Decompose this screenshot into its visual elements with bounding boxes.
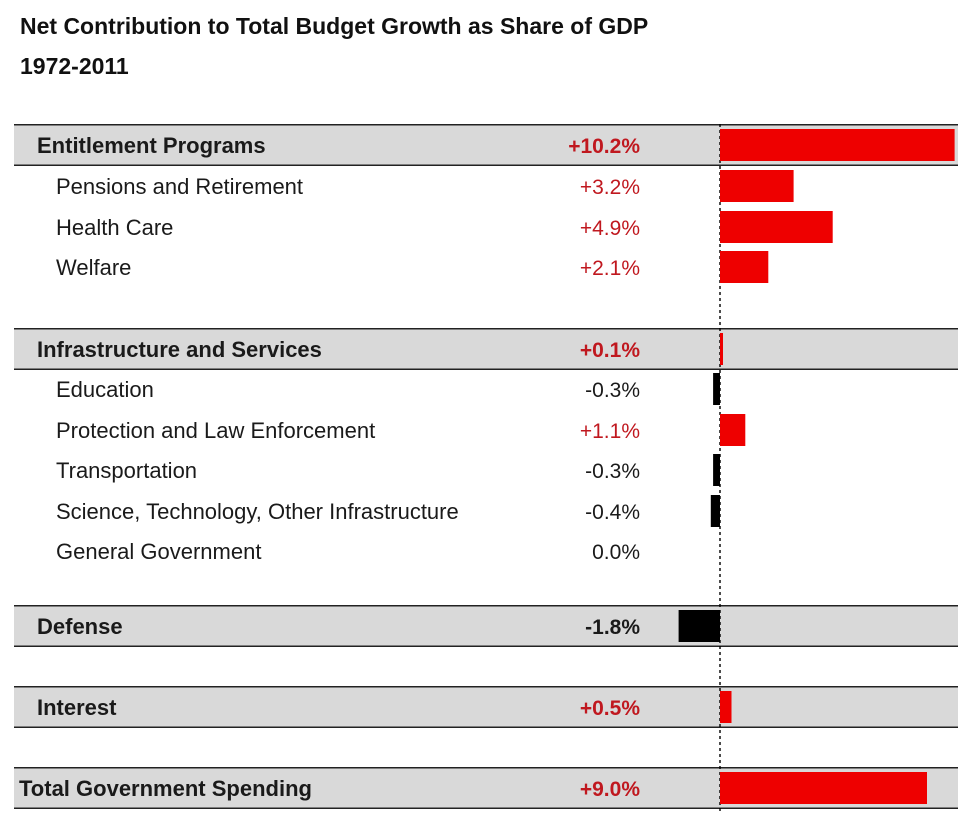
chart-title: Net Contribution to Total Budget Growth … <box>20 6 940 86</box>
row-value-label: +1.1% <box>580 420 640 443</box>
row-value-label: -0.4% <box>585 501 640 524</box>
bar <box>720 414 746 446</box>
bar <box>720 129 955 161</box>
row-label: Defense <box>37 614 123 639</box>
chart-title-line-2: 1972-2011 <box>20 53 129 79</box>
row-value-label: -0.3% <box>585 379 640 402</box>
row-label: Welfare <box>56 255 131 280</box>
row-label: Health Care <box>56 215 173 240</box>
row-value-label: +9.0% <box>580 778 640 801</box>
row-label: General Government <box>56 539 261 564</box>
row-value-label: +0.1% <box>580 339 640 362</box>
bar <box>720 691 732 723</box>
row-label: Interest <box>37 695 117 720</box>
bar <box>720 211 833 243</box>
bar <box>678 610 720 642</box>
row-label: Science, Technology, Other Infrastructur… <box>56 499 459 524</box>
bar <box>713 373 720 405</box>
row-value-label: 0.0% <box>592 541 640 564</box>
bar <box>720 251 769 283</box>
row-label: Infrastructure and Services <box>37 337 322 362</box>
row-label: Pensions and Retirement <box>56 174 303 199</box>
bar <box>720 333 723 365</box>
row-value-label: +3.2% <box>580 176 640 199</box>
row-label: Entitlement Programs <box>37 133 266 158</box>
row-label: Total Government Spending <box>19 776 312 801</box>
header-band <box>14 686 958 728</box>
row-value-label: +10.2% <box>568 135 640 158</box>
row-value-label: -1.8% <box>585 616 640 639</box>
bar <box>713 454 720 486</box>
chart-title-line-1: Net Contribution to Total Budget Growth … <box>20 13 649 39</box>
bar <box>720 170 794 202</box>
header-band <box>14 605 958 647</box>
row-value-label: +2.1% <box>580 257 640 280</box>
row-value-label: +4.9% <box>580 217 640 240</box>
row-value-label: -0.3% <box>585 460 640 483</box>
header-band <box>14 328 958 370</box>
bar <box>710 495 720 527</box>
bar <box>720 772 927 804</box>
row-label: Education <box>56 377 154 402</box>
row-label: Protection and Law Enforcement <box>56 418 375 443</box>
row-value-label: +0.5% <box>580 697 640 720</box>
row-label: Transportation <box>56 458 197 483</box>
